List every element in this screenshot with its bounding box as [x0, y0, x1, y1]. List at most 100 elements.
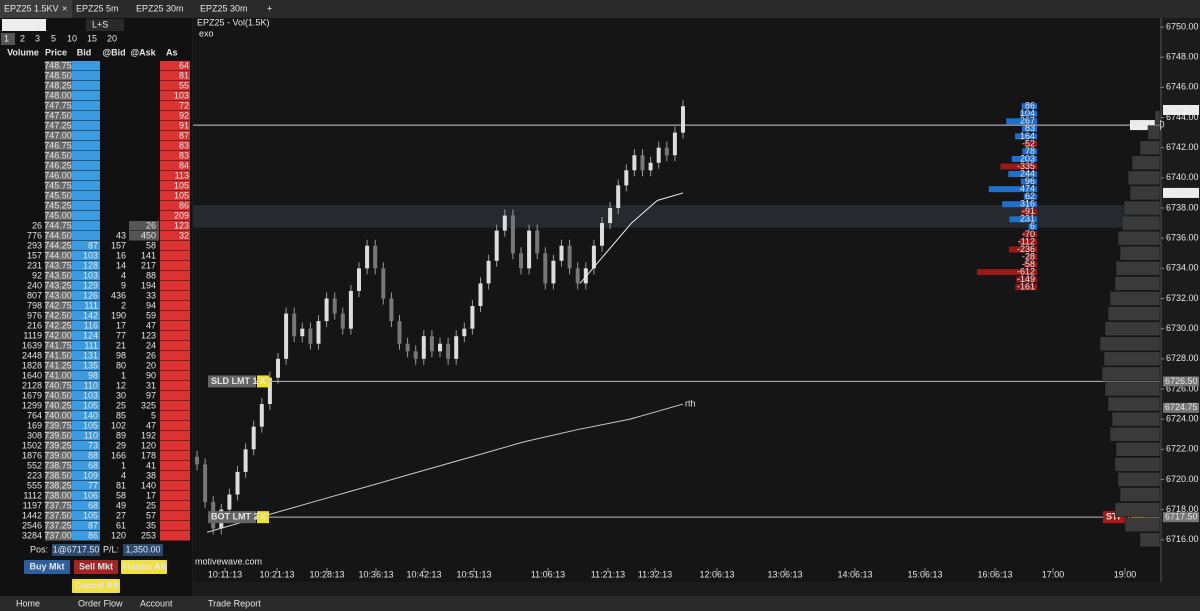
order-label[interactable]: BOT LMT 2 [211, 512, 259, 522]
candle [624, 170, 629, 186]
ladder-cell: 747.75 [44, 100, 72, 110]
mode[interactable]: L+S [92, 19, 108, 29]
price-cell [45, 71, 72, 81]
x-tick-label: 11:32:13 [638, 569, 672, 579]
candle [389, 298, 394, 322]
price-cell [45, 381, 72, 391]
tab-label[interactable]: EPZ25 30m [136, 3, 184, 13]
size-preset[interactable]: 2 [20, 33, 25, 43]
profile-bar [1103, 351, 1161, 367]
candle [381, 268, 386, 299]
ladder-cell: 223 [27, 470, 42, 480]
price-cell [45, 371, 72, 381]
ladder-cell: 746.50 [44, 150, 72, 160]
ask-cell [160, 461, 190, 471]
size-preset[interactable]: 10 [67, 33, 77, 43]
watermark: motivewave.com [195, 556, 262, 566]
order-action[interactable] [257, 511, 269, 524]
mode-select[interactable] [86, 19, 124, 31]
button-label[interactable]: Flatten All [122, 561, 165, 571]
button-label[interactable]: Cancel All [74, 580, 117, 590]
size-preset[interactable]: 1 [4, 33, 9, 43]
add-tab[interactable]: + [267, 3, 272, 13]
bottom-tab[interactable]: Order Flow [78, 598, 123, 608]
ladder-cell: 64 [179, 60, 189, 70]
candle [195, 456, 199, 465]
ladder-cell: 55 [179, 80, 189, 90]
tab-label[interactable]: EPZ25 30m [200, 3, 248, 13]
ladder-cell: 91 [179, 120, 189, 130]
button-label[interactable]: Sell Mkt [79, 561, 113, 571]
ladder-header: As [166, 47, 178, 57]
active-tab[interactable] [0, 0, 72, 18]
ladder-cell: 745.25 [44, 200, 72, 210]
bid-cell [72, 71, 100, 81]
ladder-cell: 116 [84, 320, 98, 330]
profile-bar [1123, 200, 1161, 216]
ladder-cell: 194 [141, 280, 156, 290]
button[interactable] [74, 560, 118, 574]
candle [259, 404, 264, 427]
candle [608, 208, 613, 224]
size-preset[interactable]: 5 [51, 33, 56, 43]
order-action[interactable] [257, 375, 269, 388]
order-action-label[interactable]: X [260, 512, 266, 522]
bottom-tab[interactable]: Home [16, 598, 40, 608]
ladder-cell: 58 [116, 490, 126, 500]
ladder-cell: 92 [32, 270, 42, 280]
bid-cell [72, 341, 100, 351]
last-line-label-bg [1130, 120, 1161, 131]
profile-bar [1114, 502, 1161, 517]
price-cell [45, 91, 72, 101]
delta-bar [1024, 261, 1037, 268]
ma-line [579, 192, 684, 284]
delta-label: -28 [1022, 251, 1035, 261]
bid-cell [72, 151, 100, 161]
ask-highlight [129, 231, 159, 241]
ask-cell [160, 161, 190, 171]
ladder-cell: 20 [146, 360, 156, 370]
bid-cell [72, 91, 100, 101]
button[interactable] [72, 579, 120, 593]
ask-cell [160, 201, 190, 211]
tab-label[interactable]: EPZ25 1.5KV [4, 3, 59, 13]
order-label[interactable]: SLD LMT 1 [211, 376, 258, 386]
quantity-input[interactable] [2, 19, 46, 31]
delta-bar [1000, 163, 1037, 170]
ladder-cell: 748.75 [44, 60, 72, 70]
candle [292, 313, 297, 337]
price-label: 6726.50 [1165, 376, 1198, 386]
x-tick-label: 10:28:13 [309, 569, 344, 579]
order-box[interactable] [208, 375, 256, 388]
price-cell [45, 231, 72, 241]
order-box[interactable] [208, 511, 256, 524]
button-label[interactable]: Buy Mkt [29, 561, 64, 571]
button[interactable] [121, 560, 167, 574]
y-tick-label: 6738.00 [1166, 202, 1199, 212]
ladder-cell: 1639 [22, 340, 42, 350]
candle [616, 185, 621, 209]
candle [502, 215, 507, 231]
size-preset[interactable]: 3 [35, 33, 40, 43]
ladder-cell: 5 [151, 410, 156, 420]
ladder-cell: 776 [27, 230, 42, 240]
size-preset[interactable]: 15 [87, 33, 97, 43]
ladder-cell: 92 [179, 110, 189, 120]
bottom-tab[interactable]: Account [140, 598, 173, 608]
close-tab[interactable]: × [62, 3, 67, 13]
delta-label: -91 [1022, 206, 1035, 216]
price-cell [45, 351, 72, 361]
order-action-label[interactable]: X [260, 376, 266, 386]
ladder-cell: 2448 [22, 350, 42, 360]
tab-label[interactable]: EPZ25 5m [76, 3, 119, 13]
size-preset[interactable]: 20 [107, 33, 117, 43]
quantity[interactable]: 1 [35, 19, 40, 29]
button[interactable] [24, 560, 70, 574]
profile-bar [1119, 246, 1161, 261]
ask-cell [160, 471, 190, 481]
bid-cell [72, 471, 100, 481]
bottom-tab[interactable]: Trade Report [208, 598, 261, 608]
ladder-cell: 72 [179, 100, 189, 110]
ladder-cell: 740.00 [44, 410, 72, 420]
bid-cell [72, 391, 100, 401]
